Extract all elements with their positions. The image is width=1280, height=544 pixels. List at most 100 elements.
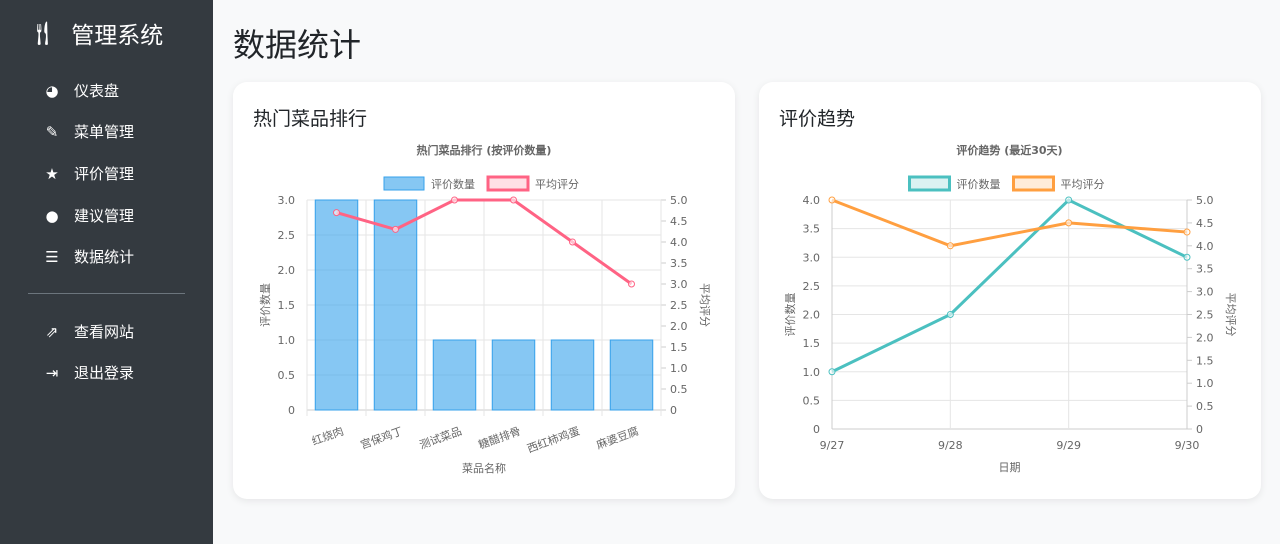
y2-tick: 1.0 [1196,377,1214,390]
sidebar: 🍴︎ 管理系统 ◕ 仪表盘 ✎ 菜单管理 ★ 评价管理 ● 建议管理 ☰ 数据统计 ⇗ 查看网… [0,0,213,544]
x-tick: 糖醋排骨 [476,424,522,452]
y2-tick: 2.0 [670,320,688,333]
legend-swatch [486,175,530,192]
x-tick: 9/28 [938,439,963,452]
legend-swatch [1012,175,1055,192]
data-point [828,196,836,204]
data-point [1065,219,1073,227]
card-title: 热门菜品排行 [253,108,368,130]
data-point [569,238,576,246]
data-point [828,368,836,376]
bar [314,199,359,411]
y-tick: 0.5 [803,394,821,407]
data-point [1183,253,1191,261]
y2-tick: 2.0 [1196,331,1214,344]
series-line [336,198,633,286]
y-tick: 1.5 [803,337,821,350]
data-point [510,196,517,204]
y-axis-label: 评价数量 [259,283,272,327]
data-point [628,280,635,288]
sidebar-item-dashboard[interactable]: ◕ 仪表盘 [42,80,119,101]
edit-icon: ✎ [45,122,59,141]
y-axis-label: 评价数量 [784,293,797,337]
data-point [1065,196,1073,204]
x-tick: 西红柿鸡蛋 [525,424,581,456]
y-tick: 2.0 [278,264,296,277]
legend-label: 评价数量 [957,178,1001,191]
y2-tick: 1.0 [670,362,688,375]
card-title: 评价趋势 [779,108,856,130]
y-tick: 1.0 [803,366,821,379]
x-tick: 麻婆豆腐 [594,424,640,452]
y-tick: 3.5 [803,223,821,236]
label: 菜单管理 [74,123,135,141]
y2-tick: 2.5 [670,299,688,312]
y-tick: 1.5 [278,299,296,312]
y2-axis-label: 平均评分 [1224,293,1237,337]
y2-tick: 1.5 [1196,354,1214,367]
series-line [831,198,1188,248]
x-axis-label: 日期 [999,461,1021,474]
y-tick: 0 [288,404,295,417]
y-tick: 3.0 [803,251,821,264]
y2-tick: 4.5 [1196,217,1214,230]
data-point [1183,228,1191,236]
y2-tick: 5.0 [670,194,688,207]
lightbulb-icon: ● [45,206,59,225]
x-tick: 测试菜品 [418,425,464,452]
chart-icon: ☰ [45,247,59,266]
legend-label: 评价数量 [431,178,475,191]
y2-tick: 0 [670,404,677,417]
legend-swatch [908,175,951,192]
view-site-link[interactable]: ⇗ 查看网站 [42,321,134,342]
popular-dishes-chart: 热门菜品排行 (按评价数量)评价数量 平均评分00.51.01.52.02.53.… [259,143,711,475]
label: 评价管理 [74,165,135,183]
y2-tick: 4.5 [670,215,688,228]
y2-axis-label: 平均评分 [698,283,711,327]
bar [491,339,536,411]
y2-tick: 0 [1196,423,1203,436]
data-point [946,242,954,250]
sidebar-item-reviews[interactable]: ★ 评价管理 [42,163,134,184]
brand-title: 管理系统 [71,23,164,49]
bar [432,339,477,411]
x-tick: 宫保鸡丁 [358,424,404,452]
y2-tick: 3.0 [670,278,688,291]
legend-label: 平均评分 [535,178,579,191]
data-point [946,311,954,318]
external-link-icon: ⇗ [45,322,59,341]
label: 退出登录 [74,364,135,382]
y2-tick: 3.5 [1196,263,1214,276]
y-tick: 2.5 [278,229,296,242]
brand[interactable]: 🍴︎ 管理系统 [28,16,163,50]
logout-link[interactable]: ⇥ 退出登录 [42,362,134,383]
sidebar-item-statistics[interactable]: ☰ 数据统计 [42,246,134,267]
y2-tick: 0.5 [1196,400,1214,413]
legend-label: 平均评分 [1061,178,1105,191]
legend-swatch [383,176,425,191]
label: 建议管理 [74,207,135,225]
chart-title: 评价趋势 (最近30天) [956,143,1062,157]
y2-tick: 0.5 [670,383,688,396]
review-trend-card: 评价趋势 评价趋势 (最近30天) 评价数量 平均评分 0 0.5 1.0 1.5 2.0 2.… [759,82,1261,499]
y-tick: 0 [813,423,820,436]
y2-tick: 2.5 [1196,309,1214,322]
logout-icon: ⇥ [45,363,59,382]
sidebar-item-menu[interactable]: ✎ 菜单管理 [42,121,134,142]
y2-tick: 4.0 [670,236,688,249]
label: 查看网站 [74,323,135,341]
utensils-icon: 🍴︎ [28,20,58,47]
y-tick: 2.0 [803,309,821,322]
y-tick: 2.5 [803,280,821,293]
label: 数据统计 [74,248,135,266]
y2-tick: 1.5 [670,341,688,354]
y2-tick: 4.0 [1196,240,1214,253]
bar [373,199,418,411]
review-trend-chart: 评价趋势 (最近30天)评价数量 平均评分00.51.01.52.02.53.03… [784,143,1237,474]
sidebar-item-suggestions[interactable]: ● 建议管理 [42,205,134,226]
x-tick: 9/30 [1175,439,1200,452]
popular-dishes-card: 热门菜品排行 热门菜品排行 (按评价数量) 评价数量 平均评分 0 0.5 1.0 1.5 2… [233,82,735,499]
y-tick: 4.0 [803,194,821,207]
y-tick: 3.0 [278,194,296,207]
bar [609,339,654,411]
